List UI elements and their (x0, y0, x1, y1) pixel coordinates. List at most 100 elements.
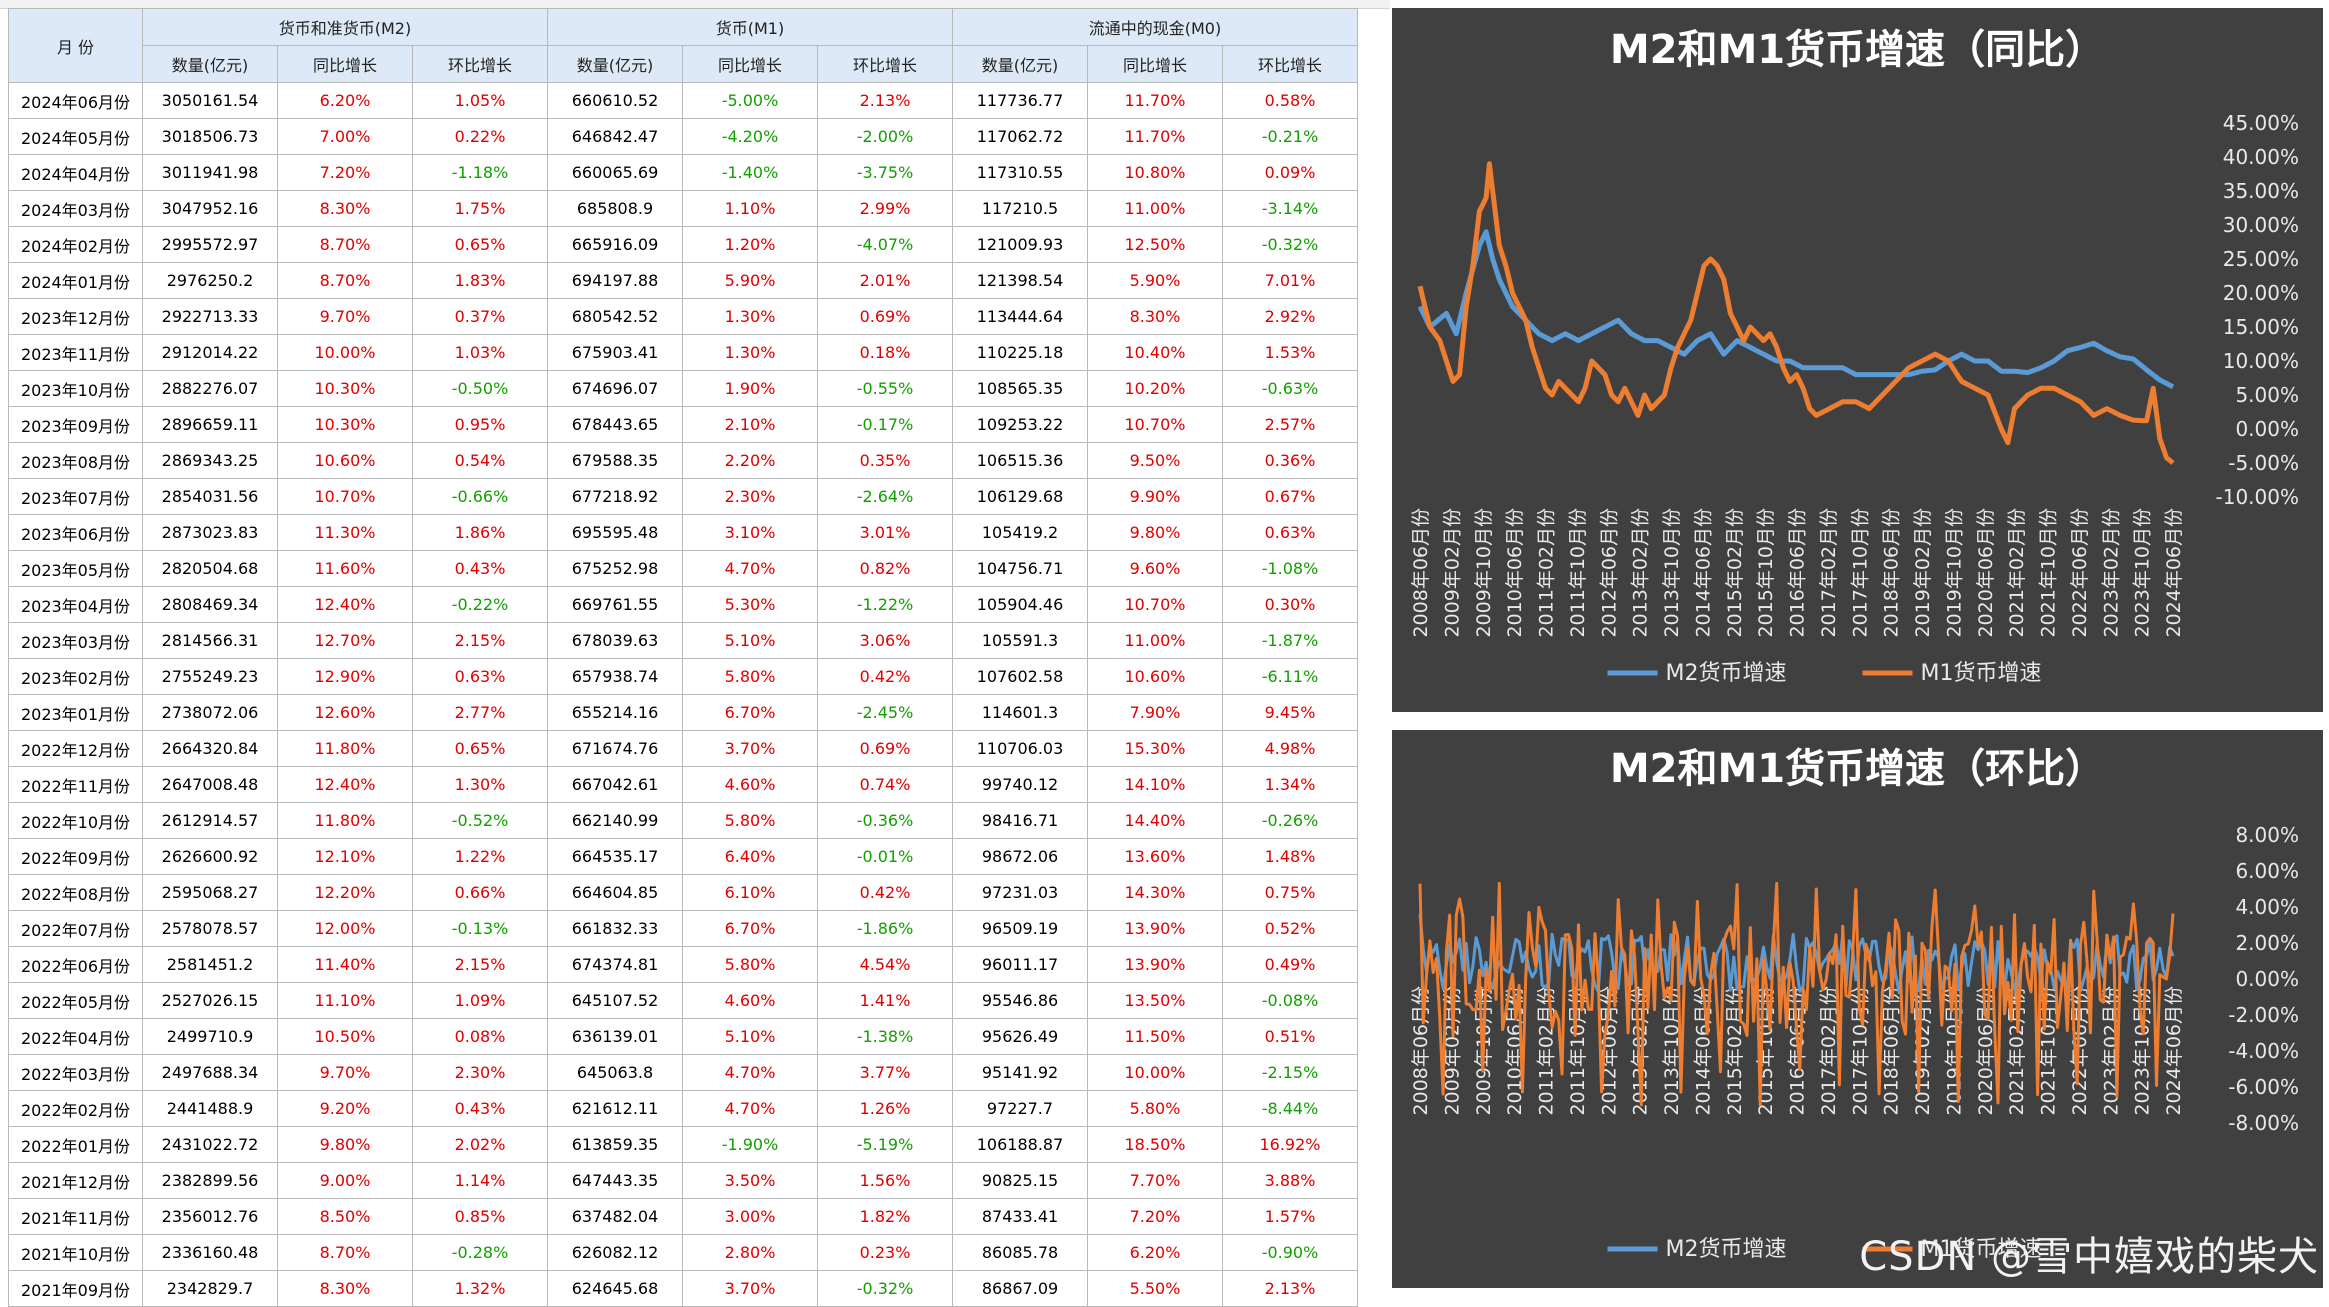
cell-month[interactable]: 2022年05月份 (8, 982, 143, 1019)
cell-month[interactable]: 2022年03月份 (8, 1054, 143, 1091)
cell-m0-qty[interactable]: 108565.35 (952, 370, 1088, 407)
cell-m2-yoy[interactable]: 11.30% (277, 514, 413, 551)
cell-m2-yoy[interactable]: 7.20% (277, 154, 413, 191)
cell-m2-yoy[interactable]: 11.60% (277, 550, 413, 587)
cell-month[interactable]: 2021年09月份 (8, 1270, 143, 1307)
cell-m0-yoy[interactable]: 9.90% (1087, 478, 1223, 515)
cell-m2-yoy[interactable]: 12.60% (277, 694, 413, 731)
cell-month[interactable]: 2024年05月份 (8, 118, 143, 155)
cell-m2-qty[interactable]: 3011941.98 (142, 154, 278, 191)
cell-m1-qty[interactable]: 662140.99 (547, 802, 683, 839)
cell-m0-mom[interactable]: 0.51% (1222, 1018, 1358, 1055)
cell-month[interactable]: 2024年06月份 (8, 82, 143, 119)
cell-m1-qty[interactable]: 645063.8 (547, 1054, 683, 1091)
cell-m0-mom[interactable]: -0.08% (1222, 982, 1358, 1019)
cell-m1-yoy[interactable]: 6.10% (682, 874, 818, 911)
cell-m0-mom[interactable]: 0.49% (1222, 946, 1358, 983)
cell-m2-yoy[interactable]: 11.40% (277, 946, 413, 983)
cell-m0-yoy[interactable]: 11.00% (1087, 622, 1223, 659)
cell-m2-mom[interactable]: 2.77% (412, 694, 548, 731)
cell-m2-yoy[interactable]: 10.60% (277, 442, 413, 479)
cell-m0-qty[interactable]: 87433.41 (952, 1198, 1088, 1235)
cell-m0-yoy[interactable]: 10.00% (1087, 1054, 1223, 1091)
cell-m2-qty[interactable]: 2431022.72 (142, 1126, 278, 1163)
cell-m0-yoy[interactable]: 11.00% (1087, 190, 1223, 227)
cell-m2-mom[interactable]: 2.15% (412, 622, 548, 659)
cell-m1-mom[interactable]: -5.19% (817, 1126, 953, 1163)
cell-m1-mom[interactable]: -4.07% (817, 226, 953, 263)
cell-m0-mom[interactable]: 1.53% (1222, 334, 1358, 371)
cell-m2-mom[interactable]: -0.50% (412, 370, 548, 407)
cell-m1-qty[interactable]: 624645.68 (547, 1270, 683, 1307)
cell-m0-mom[interactable]: 0.52% (1222, 910, 1358, 947)
cell-m2-mom[interactable]: 0.65% (412, 730, 548, 767)
cell-m0-yoy[interactable]: 11.70% (1087, 118, 1223, 155)
cell-m2-mom[interactable]: 0.85% (412, 1198, 548, 1235)
cell-m2-qty[interactable]: 2869343.25 (142, 442, 278, 479)
cell-m0-yoy[interactable]: 9.50% (1087, 442, 1223, 479)
m0-group-header[interactable]: 流通中的现金(M0) (952, 8, 1358, 46)
cell-month[interactable]: 2023年09月份 (8, 406, 143, 443)
cell-m2-yoy[interactable]: 11.80% (277, 802, 413, 839)
cell-m0-yoy[interactable]: 10.20% (1087, 370, 1223, 407)
cell-m2-yoy[interactable]: 10.30% (277, 406, 413, 443)
cell-m2-qty[interactable]: 2995572.97 (142, 226, 278, 263)
cell-m0-qty[interactable]: 114601.3 (952, 694, 1088, 731)
cell-m2-yoy[interactable]: 12.40% (277, 766, 413, 803)
cell-month[interactable]: 2023年06月份 (8, 514, 143, 551)
cell-m1-yoy[interactable]: 3.00% (682, 1198, 818, 1235)
cell-m1-yoy[interactable]: 6.70% (682, 694, 818, 731)
cell-month[interactable]: 2022年04月份 (8, 1018, 143, 1055)
cell-month[interactable]: 2023年10月份 (8, 370, 143, 407)
cell-m1-mom[interactable]: -0.36% (817, 802, 953, 839)
cell-m1-yoy[interactable]: 5.80% (682, 946, 818, 983)
cell-month[interactable]: 2024年03月份 (8, 190, 143, 227)
cell-m2-qty[interactable]: 2626600.92 (142, 838, 278, 875)
cell-m1-mom[interactable]: 3.01% (817, 514, 953, 551)
cell-m1-mom[interactable]: -0.17% (817, 406, 953, 443)
cell-m1-qty[interactable]: 678443.65 (547, 406, 683, 443)
cell-m1-qty[interactable]: 664535.17 (547, 838, 683, 875)
cell-m0-yoy[interactable]: 10.70% (1087, 406, 1223, 443)
cell-month[interactable]: 2024年01月份 (8, 262, 143, 299)
cell-m0-qty[interactable]: 97231.03 (952, 874, 1088, 911)
cell-m0-qty[interactable]: 107602.58 (952, 658, 1088, 695)
m0-yoy-header[interactable]: 同比增长 (1087, 45, 1223, 83)
cell-m1-qty[interactable]: 621612.11 (547, 1090, 683, 1127)
cell-month[interactable]: 2024年02月份 (8, 226, 143, 263)
cell-m2-yoy[interactable]: 12.10% (277, 838, 413, 875)
m1-yoy-header[interactable]: 同比增长 (682, 45, 818, 83)
cell-m1-yoy[interactable]: 5.80% (682, 658, 818, 695)
cell-m0-qty[interactable]: 121398.54 (952, 262, 1088, 299)
cell-m2-qty[interactable]: 2382899.56 (142, 1162, 278, 1199)
cell-m1-qty[interactable]: 636139.01 (547, 1018, 683, 1055)
cell-m2-yoy[interactable]: 10.70% (277, 478, 413, 515)
cell-m1-mom[interactable]: 0.42% (817, 658, 953, 695)
cell-m2-mom[interactable]: 1.83% (412, 262, 548, 299)
cell-m0-yoy[interactable]: 6.20% (1087, 1234, 1223, 1271)
cell-m2-qty[interactable]: 2922713.33 (142, 298, 278, 335)
cell-m0-yoy[interactable]: 14.40% (1087, 802, 1223, 839)
cell-m0-mom[interactable]: 16.92% (1222, 1126, 1358, 1163)
cell-m2-yoy[interactable]: 9.00% (277, 1162, 413, 1199)
cell-m1-yoy[interactable]: 3.10% (682, 514, 818, 551)
cell-m2-qty[interactable]: 2755249.23 (142, 658, 278, 695)
cell-m0-qty[interactable]: 117736.77 (952, 82, 1088, 119)
cell-m0-yoy[interactable]: 10.80% (1087, 154, 1223, 191)
cell-month[interactable]: 2022年09月份 (8, 838, 143, 875)
cell-m0-mom[interactable]: 2.57% (1222, 406, 1358, 443)
cell-m0-mom[interactable]: 0.30% (1222, 586, 1358, 623)
cell-m2-qty[interactable]: 2342829.7 (142, 1270, 278, 1307)
cell-m1-yoy[interactable]: 3.50% (682, 1162, 818, 1199)
cell-m1-yoy[interactable]: 3.70% (682, 730, 818, 767)
cell-m1-qty[interactable]: 669761.55 (547, 586, 683, 623)
cell-m2-qty[interactable]: 2976250.2 (142, 262, 278, 299)
cell-m2-qty[interactable]: 3047952.16 (142, 190, 278, 227)
cell-m0-qty[interactable]: 86085.78 (952, 1234, 1088, 1271)
cell-m1-qty[interactable]: 613859.35 (547, 1126, 683, 1163)
cell-m2-qty[interactable]: 2882276.07 (142, 370, 278, 407)
cell-month[interactable]: 2022年02月份 (8, 1090, 143, 1127)
cell-m2-qty[interactable]: 2808469.34 (142, 586, 278, 623)
cell-m0-qty[interactable]: 95141.92 (952, 1054, 1088, 1091)
cell-m0-yoy[interactable]: 7.70% (1087, 1162, 1223, 1199)
